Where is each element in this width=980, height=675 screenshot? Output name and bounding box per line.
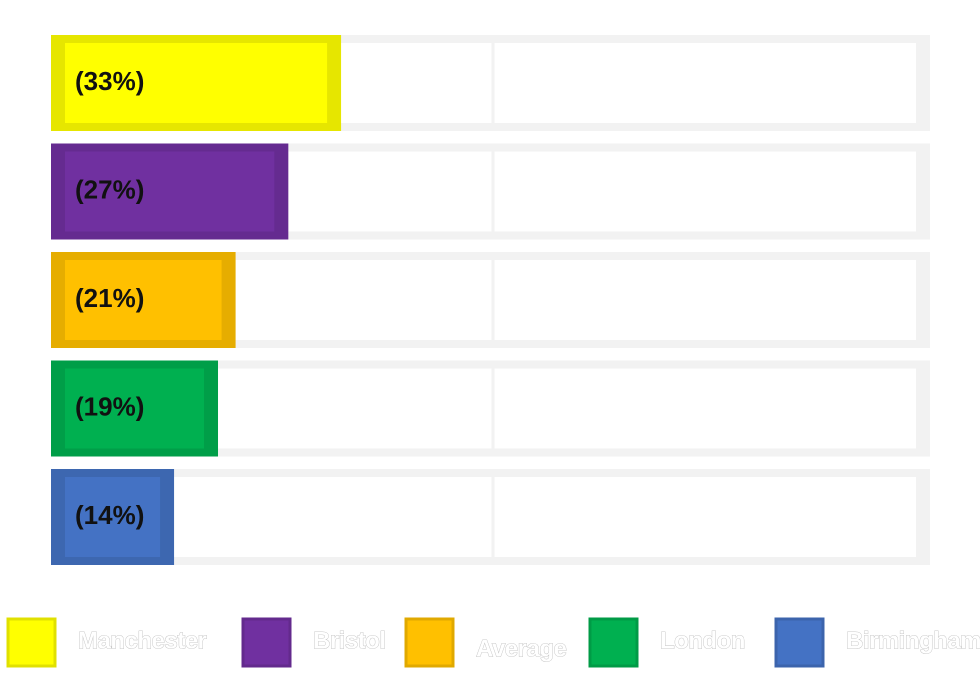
value-label: (27%) <box>75 174 144 204</box>
legend-swatch <box>6 617 57 668</box>
legend-label: Average <box>476 635 566 662</box>
legend-swatch <box>774 617 825 668</box>
legend-label: Manchester <box>78 627 207 654</box>
bar-inner <box>65 477 161 557</box>
legend-swatch <box>588 617 639 668</box>
legend-swatch <box>404 617 455 668</box>
track-inner <box>65 477 916 557</box>
legend-swatch <box>241 617 292 668</box>
value-label: (14%) <box>75 500 144 530</box>
bar-inner <box>65 151 275 232</box>
value-label: (33%) <box>75 66 144 96</box>
value-label: (21%) <box>75 283 144 313</box>
legend-label: London <box>660 627 745 654</box>
value-label: (19%) <box>75 391 144 421</box>
legend-label: Bristol <box>313 627 386 654</box>
bar-inner <box>65 43 328 123</box>
bar-inner <box>65 368 205 449</box>
legend-label: Birmingham <box>846 627 980 654</box>
bar-inner <box>65 260 222 340</box>
